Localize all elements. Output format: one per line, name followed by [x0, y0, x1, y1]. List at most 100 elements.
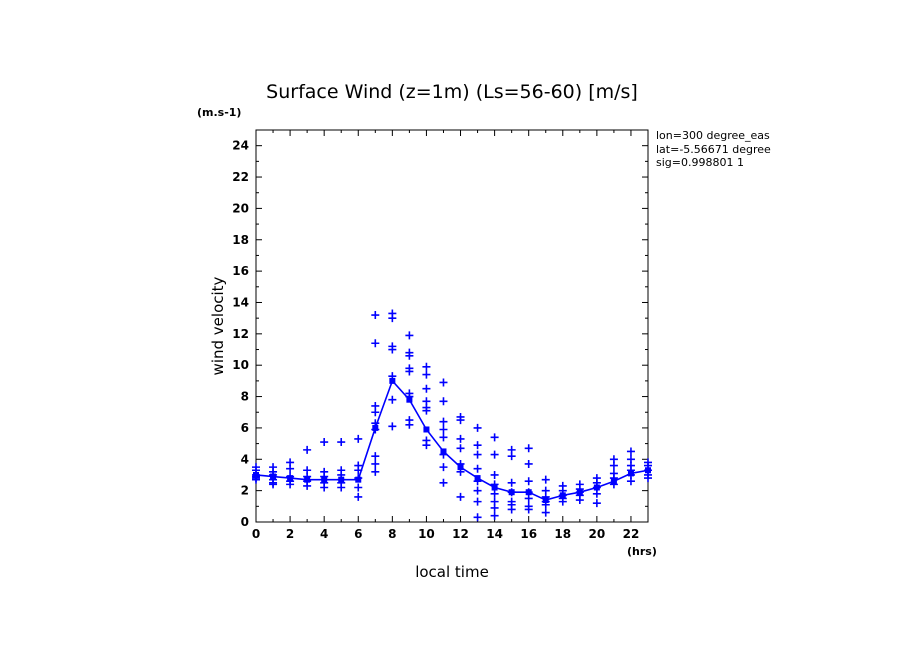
- scatter-point: [541, 475, 550, 484]
- x-tick-label: 10: [418, 527, 435, 541]
- x-axis-label: local time: [415, 563, 489, 581]
- scatter-point: [371, 452, 380, 461]
- scatter-point: [575, 496, 584, 505]
- scatter-point: [422, 362, 431, 371]
- scatter-point: [439, 478, 448, 487]
- scatter-point: [388, 422, 397, 431]
- chart-title: Surface Wind (z=1m) (Ls=56-60) [m/s]: [266, 81, 638, 103]
- mean-point: [559, 492, 566, 499]
- scatter-point: [320, 438, 329, 447]
- mean-point: [389, 377, 396, 384]
- scatter-point: [405, 351, 414, 360]
- scatter-point: [337, 483, 346, 492]
- scatter-point: [371, 459, 380, 468]
- info-line-3: sig=0.998801 1: [656, 156, 744, 169]
- scatter-point: [609, 461, 618, 470]
- scatter-point: [405, 331, 414, 340]
- scatter-point: [490, 450, 499, 459]
- plot-frame: [255, 129, 649, 523]
- y-tick-label: 20: [232, 201, 249, 215]
- scatter-point: [354, 483, 363, 492]
- x-unit-label: (hrs): [627, 545, 657, 558]
- y-unit-label: (m.s-1): [197, 106, 241, 119]
- mean-point: [423, 426, 430, 433]
- scatter-point: [558, 497, 567, 506]
- scatter-point: [524, 505, 533, 514]
- scatter-point: [490, 433, 499, 442]
- scatter-point: [473, 486, 482, 495]
- x-tick-label: 12: [452, 527, 469, 541]
- y-tick-label: 24: [232, 139, 249, 153]
- mean-point: [491, 484, 498, 491]
- scatter-point: [354, 492, 363, 501]
- scatter-point: [626, 477, 635, 486]
- mean-point: [474, 475, 481, 482]
- mean-point: [610, 478, 617, 485]
- mean-point: [253, 471, 259, 478]
- mean-point: [338, 476, 345, 483]
- y-axis-label: wind velocity: [209, 276, 227, 375]
- mean-point: [270, 473, 277, 480]
- scatter-point: [524, 494, 533, 503]
- scatter-point: [439, 425, 448, 434]
- y-tick-label: 4: [241, 452, 249, 466]
- mean-point: [457, 464, 464, 471]
- mean-point: [593, 484, 600, 491]
- scatter-point: [252, 463, 260, 472]
- data-marks: [252, 309, 652, 522]
- scatter-point: [490, 511, 499, 520]
- scatter-point: [422, 384, 431, 393]
- scatter-point: [541, 508, 550, 517]
- scatter-point: [490, 489, 499, 498]
- scatter-point: [507, 478, 516, 487]
- x-tick-label: 16: [520, 527, 537, 541]
- scatter-point: [644, 474, 652, 483]
- scatter-point: [303, 445, 312, 454]
- scatter-point: [405, 420, 414, 429]
- scatter-point: [524, 444, 533, 453]
- y-tick-label: 10: [232, 358, 249, 372]
- x-tick-label: 22: [623, 527, 640, 541]
- scatter-point: [507, 505, 516, 514]
- x-tick-label: 8: [388, 527, 396, 541]
- y-tick-label: 14: [232, 295, 249, 309]
- info-line-2: lat=-5.56671 degree: [656, 143, 771, 156]
- scatter-point: [524, 477, 533, 486]
- scatter-point: [456, 444, 465, 453]
- scatter-point: [473, 423, 482, 432]
- x-tick-label: 18: [554, 527, 571, 541]
- mean-point: [372, 424, 379, 431]
- x-tick-label: 4: [320, 527, 328, 541]
- x-tick-label: 20: [589, 527, 606, 541]
- scatter-point: [473, 497, 482, 506]
- scatter-point: [422, 441, 431, 450]
- scatter-point: [388, 314, 397, 323]
- y-tick-label: 18: [232, 233, 249, 247]
- y-tick-label: 0: [241, 515, 249, 529]
- x-tick-label: 2: [286, 527, 294, 541]
- mean-point: [576, 489, 583, 496]
- scatter-point: [507, 452, 516, 461]
- scatter-point: [286, 464, 295, 473]
- scatter-point: [439, 463, 448, 472]
- mean-point: [440, 448, 447, 455]
- mean-point: [406, 396, 413, 403]
- scatter-point: [490, 470, 499, 479]
- scatter-point: [422, 406, 431, 415]
- scatter-point: [388, 395, 397, 404]
- scatter-point: [286, 480, 295, 489]
- mean-point: [542, 497, 549, 504]
- scatter-point: [490, 503, 499, 512]
- mean-line: [255, 379, 649, 501]
- scatter-point: [439, 433, 448, 442]
- scatter-point: [626, 447, 635, 456]
- mean-point: [525, 489, 532, 496]
- y-tick-label: 8: [241, 390, 249, 404]
- y-tick-label: 22: [232, 170, 249, 184]
- mean-point: [645, 467, 651, 474]
- scatter-point: [456, 492, 465, 501]
- scatter-point: [439, 397, 448, 406]
- scatter-point: [439, 417, 448, 426]
